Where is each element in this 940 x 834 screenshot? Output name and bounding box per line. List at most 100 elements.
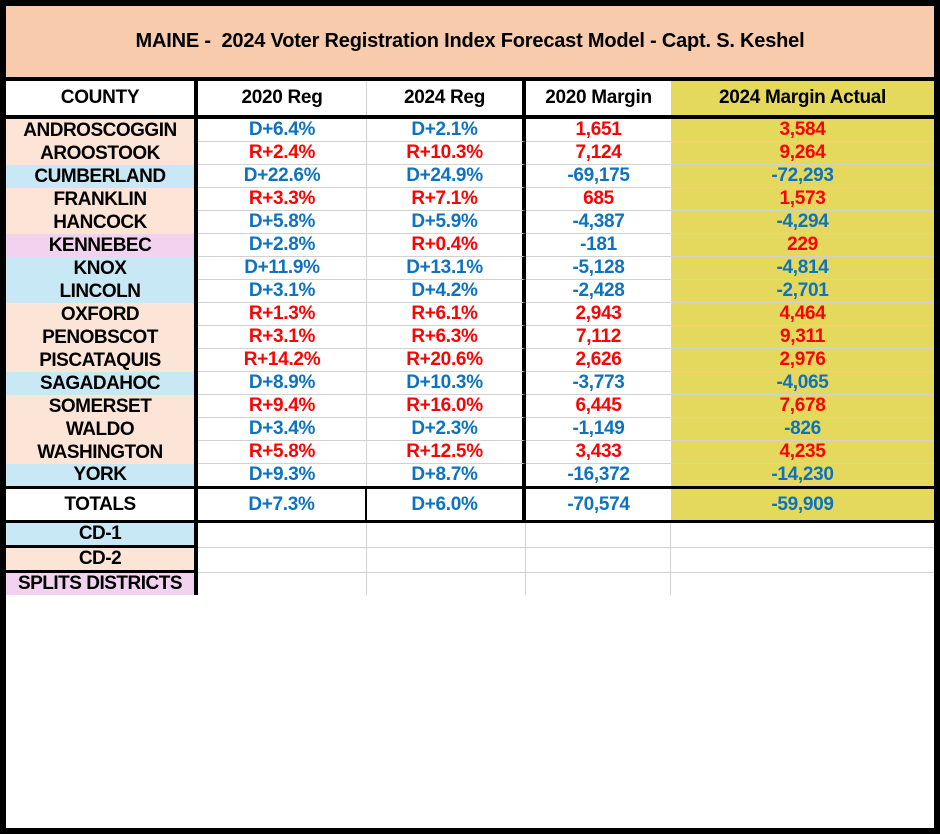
margin-2020-cell: -181 xyxy=(526,234,671,257)
margin-2020-cell xyxy=(526,548,671,573)
table-row-knox: KNOX D+11.9% D+13.1% -5,128 -4,814 xyxy=(6,257,934,280)
reg-2024-cell: D+6.0% xyxy=(367,489,526,520)
county-cell: CD-2 xyxy=(6,548,198,573)
margin-2020-cell: -4,387 xyxy=(526,211,671,234)
reg-2020-cell: D+2.8% xyxy=(198,234,367,257)
margin-2024-cell: -4,065 xyxy=(671,372,934,395)
margin-2024-cell: 3,584 xyxy=(671,119,934,142)
totals-row: TOTALS D+7.3% D+6.0% -70,574 -59,909 xyxy=(6,486,934,523)
table-row-kennebec: KENNEBEC D+2.8% R+0.4% -181 229 xyxy=(6,234,934,257)
margin-2020-cell: 3,433 xyxy=(526,441,671,464)
margin-2024-cell: -59,909 xyxy=(671,489,934,520)
table-row-hancock: HANCOCK D+5.8% D+5.9% -4,387 -4,294 xyxy=(6,211,934,234)
reg-2024-cell: D+2.1% xyxy=(367,119,526,142)
reg-2024-cell: R+0.4% xyxy=(367,234,526,257)
county-cell: KENNEBEC xyxy=(6,234,198,257)
margin-2024-cell xyxy=(671,523,934,548)
table-row-york: YORK D+9.3% D+8.7% -16,372 -14,230 xyxy=(6,464,934,486)
table-row-penobscot: PENOBSCOT R+3.1% R+6.3% 7,112 9,311 xyxy=(6,326,934,349)
reg-2024-cell: D+5.9% xyxy=(367,211,526,234)
reg-2020-cell: R+1.3% xyxy=(198,303,367,326)
reg-2020-cell: D+3.1% xyxy=(198,280,367,303)
margin-2024-cell: 1,573 xyxy=(671,188,934,211)
county-cell: HANCOCK xyxy=(6,211,198,234)
reg-2024-cell: R+6.3% xyxy=(367,326,526,349)
reg-2024-cell xyxy=(367,548,526,573)
reg-2024-cell: D+2.3% xyxy=(367,418,526,441)
column-header-county: COUNTY xyxy=(6,81,198,115)
margin-2020-cell: -3,773 xyxy=(526,372,671,395)
reg-2020-cell: D+6.4% xyxy=(198,119,367,142)
table-row-aroostook: AROOSTOOK R+2.4% R+10.3% 7,124 9,264 xyxy=(6,142,934,165)
margin-2024-cell: 9,264 xyxy=(671,142,934,165)
margin-2024-cell: -72,293 xyxy=(671,165,934,188)
table-row-splits-districts: SPLITS DISTRICTS xyxy=(6,573,934,595)
table-row-androscoggin: ANDROSCOGGIN D+6.4% D+2.1% 1,651 3,584 xyxy=(6,119,934,142)
reg-2020-cell: R+3.3% xyxy=(198,188,367,211)
margin-2020-cell: -2,428 xyxy=(526,280,671,303)
reg-2024-cell: R+16.0% xyxy=(367,395,526,418)
reg-2020-cell: R+2.4% xyxy=(198,142,367,165)
margin-2020-cell: -69,175 xyxy=(526,165,671,188)
reg-2020-cell: R+3.1% xyxy=(198,326,367,349)
reg-2024-cell: D+13.1% xyxy=(367,257,526,280)
reg-2020-cell: R+14.2% xyxy=(198,349,367,372)
reg-2020-cell: D+9.3% xyxy=(198,464,367,486)
margin-2024-cell: 4,464 xyxy=(671,303,934,326)
margin-2020-cell xyxy=(526,523,671,548)
margin-2020-cell: -16,372 xyxy=(567,464,630,485)
margin-2020-cell: -5,128 xyxy=(526,257,671,280)
table-row-waldo: WALDO D+3.4% D+2.3% -1,149 -826 xyxy=(6,418,934,441)
county-cell: SPLITS DISTRICTS xyxy=(6,573,198,595)
margin-2024-cell: -826 xyxy=(671,418,934,441)
margin-2024-cell: 229 xyxy=(671,234,934,257)
table-row-piscataquis: PISCATAQUIS R+14.2% R+20.6% 2,626 2,976 xyxy=(6,349,934,372)
margin-2020-cell: -1,149 xyxy=(526,418,671,441)
reg-2024-cell: R+10.3% xyxy=(367,142,526,165)
county-cell: YORK xyxy=(6,464,198,486)
header-row: COUNTY 2020 Reg 2024 Reg 2020 Margin 202… xyxy=(6,81,934,119)
county-cell: TOTALS xyxy=(6,489,198,520)
reg-2020-cell: D+3.4% xyxy=(198,418,367,441)
reg-2020-cell: R+5.8% xyxy=(198,441,367,464)
table-row-cumberland: CUMBERLAND D+22.6% D+24.9% -69,175 -72,293 xyxy=(6,165,934,188)
reg-2024-cell: R+20.6% xyxy=(367,349,526,372)
reg-2020-cell: D+5.8% xyxy=(198,211,367,234)
table-row-oxford: OXFORD R+1.3% R+6.1% 2,943 4,464 xyxy=(6,303,934,326)
table-row-somerset: SOMERSET R+9.4% R+16.0% 6,445 7,678 xyxy=(6,395,934,418)
column-header-2024-reg: 2024 Reg xyxy=(367,81,526,115)
reg-2024-cell: R+7.1% xyxy=(367,188,526,211)
reg-2024-cell: R+6.1% xyxy=(367,303,526,326)
table-row-lincoln: LINCOLN D+3.1% D+4.2% -2,428 -2,701 xyxy=(6,280,934,303)
margin-2024-cell xyxy=(671,548,934,573)
reg-2020-cell: D+8.9% xyxy=(198,372,367,395)
reg-2024-cell: R+12.5% xyxy=(367,441,526,464)
county-cell: ANDROSCOGGIN xyxy=(6,119,198,142)
margin-2020-cell: 7,112 xyxy=(526,326,671,349)
county-cell: PISCATAQUIS xyxy=(6,349,198,372)
county-cell: LINCOLN xyxy=(6,280,198,303)
reg-2020-cell: D+22.6% xyxy=(198,165,367,188)
county-cell: WALDO xyxy=(6,418,198,441)
margin-2020-cell: 7,124 xyxy=(526,142,671,165)
margin-2020-cell xyxy=(526,573,671,595)
margin-2024-cell: 9,311 xyxy=(671,326,934,349)
column-header-2020-reg: 2020 Reg xyxy=(198,81,367,115)
margin-2020-cell: 2,943 xyxy=(526,303,671,326)
reg-2024-cell: D+4.2% xyxy=(367,280,526,303)
margin-2024-cell: 2,976 xyxy=(671,349,934,372)
footer-rows: CD-1 CD-2 SPLITS DISTRICTS xyxy=(6,523,934,595)
county-cell: FRANKLIN xyxy=(6,188,198,211)
county-cell: OXFORD xyxy=(6,303,198,326)
margin-2020-cell: 2,626 xyxy=(526,349,671,372)
reg-2024-cell: D+24.9% xyxy=(367,165,526,188)
reg-2020-cell: R+9.4% xyxy=(198,395,367,418)
margin-2024-cell: 7,678 xyxy=(671,395,934,418)
margin-2024-cell: -2,701 xyxy=(671,280,934,303)
table-row-franklin: FRANKLIN R+3.3% R+7.1% 685 1,573 xyxy=(6,188,934,211)
county-cell: CD-1 xyxy=(6,523,198,548)
county-cell: SAGADAHOC xyxy=(6,372,198,395)
reg-2024-cell: D+10.3% xyxy=(367,372,526,395)
county-cell: CUMBERLAND xyxy=(6,165,198,188)
